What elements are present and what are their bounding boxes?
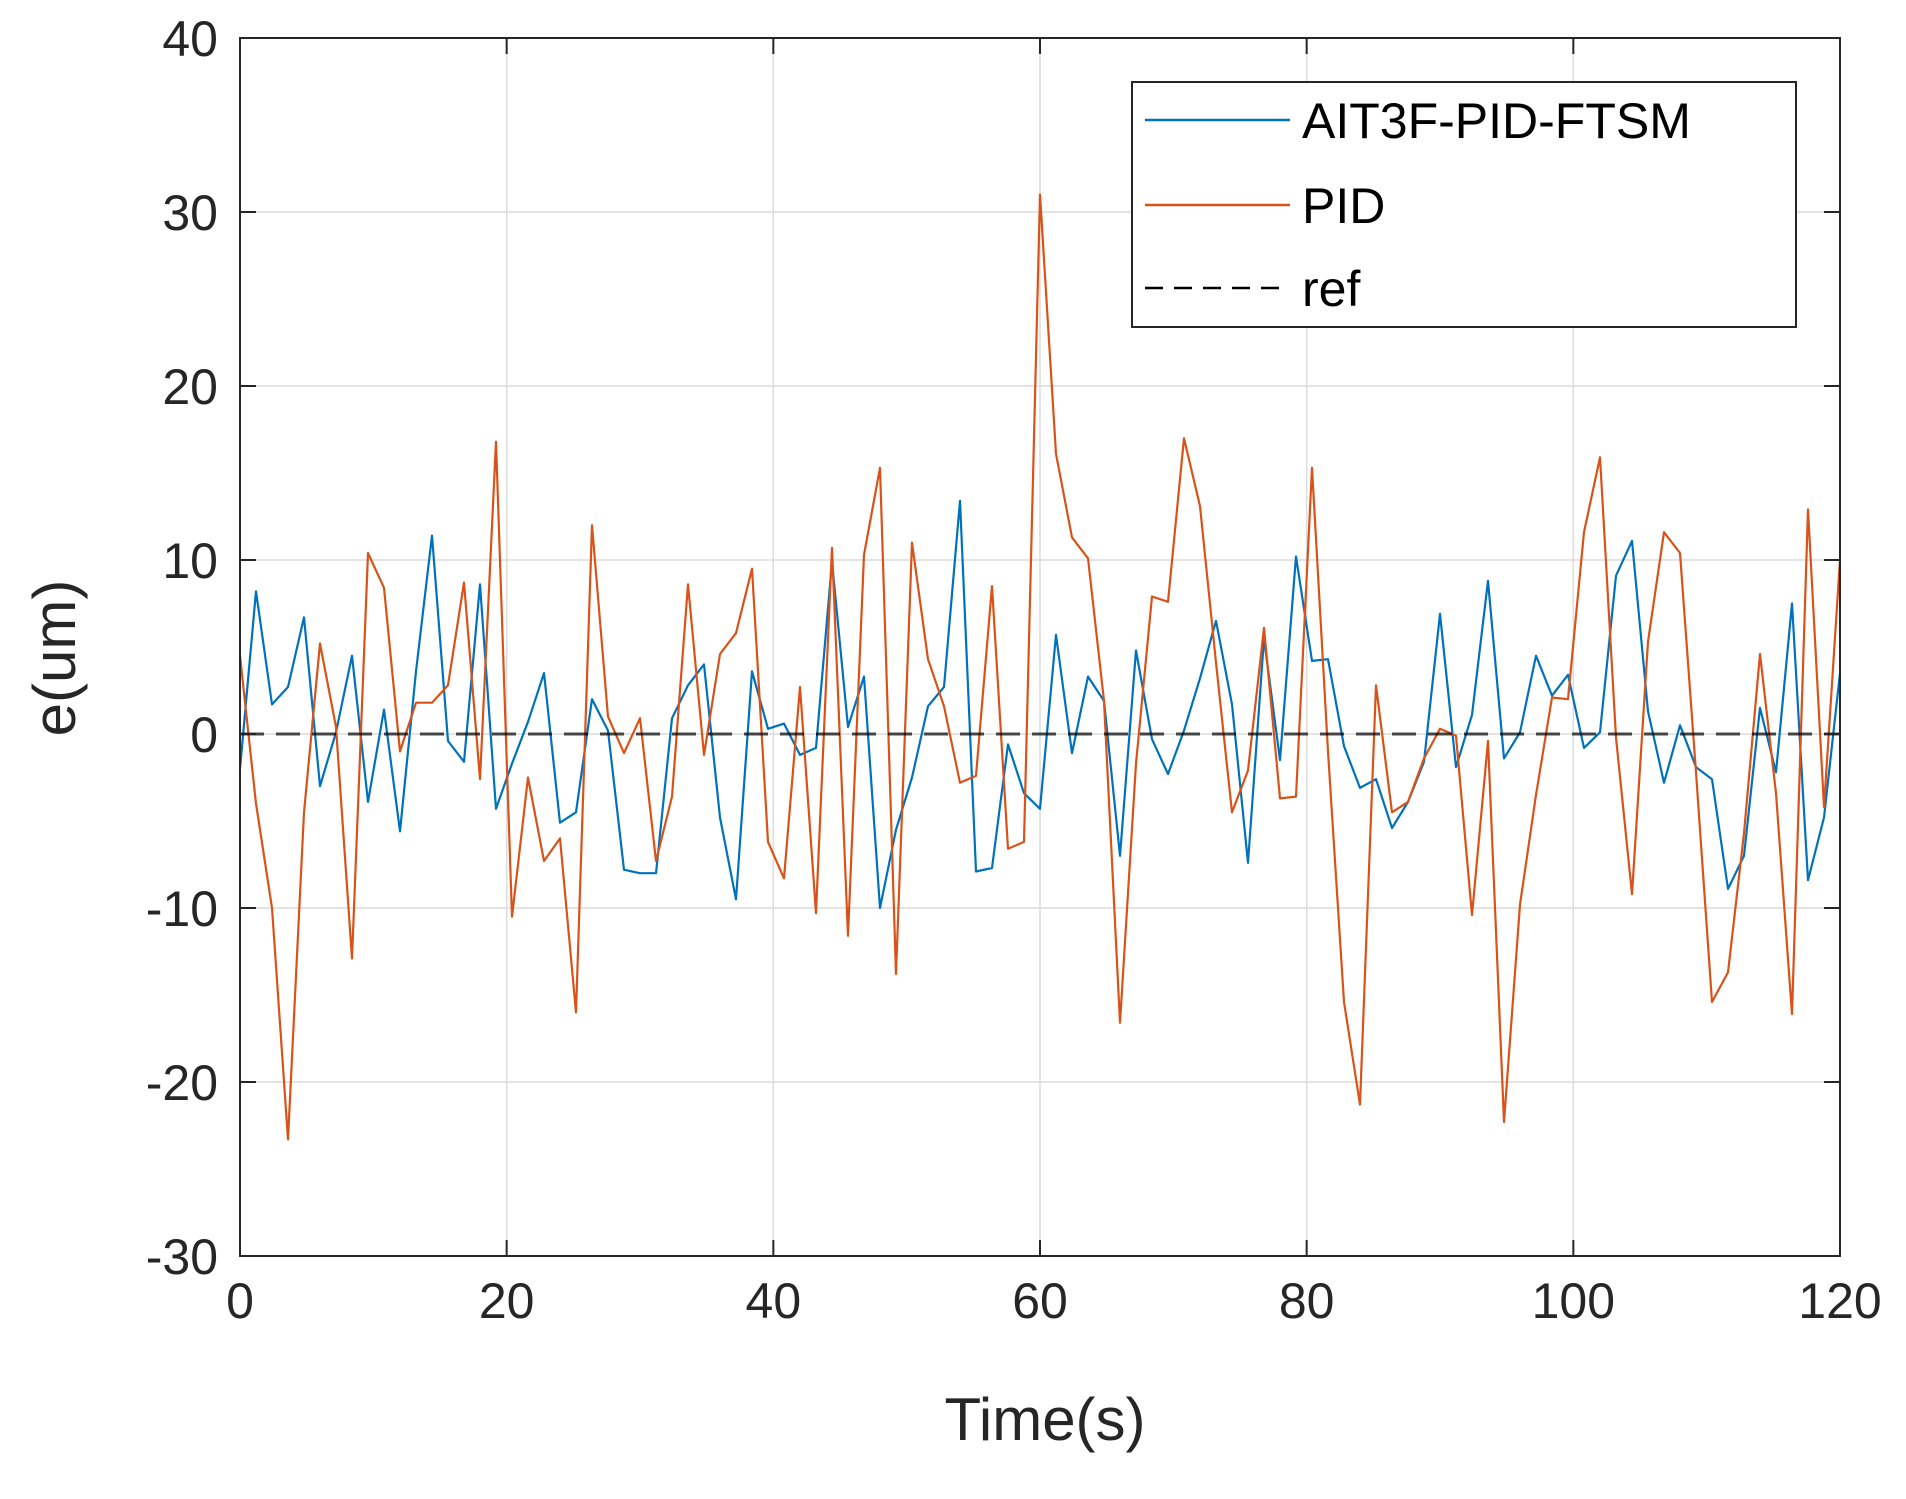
y-tick-label: -10 bbox=[146, 881, 218, 937]
x-tick-label: 60 bbox=[1012, 1273, 1068, 1329]
ticks bbox=[239, 37, 1841, 1257]
y-tick-label: 40 bbox=[162, 11, 218, 67]
x-tick-label: 20 bbox=[479, 1273, 535, 1329]
legend: AIT3F-PID-FTSM PID ref bbox=[1131, 81, 1797, 328]
y-tick-label: 20 bbox=[162, 359, 218, 415]
x-tick-label: 120 bbox=[1798, 1273, 1881, 1329]
series-layer bbox=[238, 193, 1842, 1141]
y-tick-label: -30 bbox=[146, 1229, 218, 1285]
y-tick-label: 10 bbox=[162, 533, 218, 589]
series-line-pid bbox=[238, 193, 1842, 1141]
legend-label-ait3f-pid-ftsm: AIT3F-PID-FTSM bbox=[1302, 93, 1691, 149]
y-tick-label: -20 bbox=[146, 1055, 218, 1111]
y-tick-label: 30 bbox=[162, 185, 218, 241]
x-axis-label: Time(s) bbox=[944, 1386, 1145, 1453]
legend-label-ref: ref bbox=[1302, 261, 1360, 317]
x-tick-label: 40 bbox=[746, 1273, 802, 1329]
x-tick-label: 80 bbox=[1279, 1273, 1335, 1329]
tick-labels: 0 20 40 60 80 100 120 -30 -20 -10 0 10 20 30 40 bbox=[146, 11, 1882, 1329]
legend-label-pid: PID bbox=[1302, 178, 1385, 234]
y-tick-label: 0 bbox=[190, 707, 218, 763]
x-tick-label: 0 bbox=[226, 1273, 254, 1329]
x-tick-label: 100 bbox=[1532, 1273, 1615, 1329]
y-axis-label: e(um) bbox=[21, 580, 88, 737]
